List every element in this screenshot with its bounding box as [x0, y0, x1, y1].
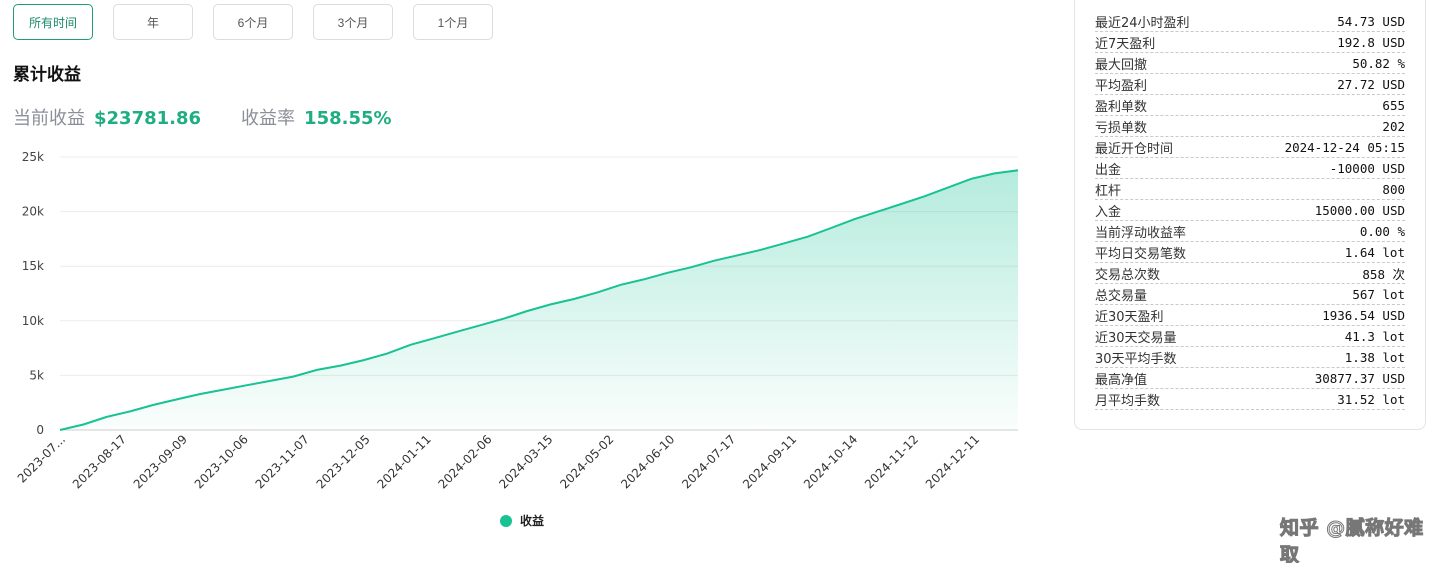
stat-value: 30877.37 USD	[1314, 370, 1405, 386]
stat-row: 出金 -10000 USD	[1095, 158, 1405, 179]
tab-all-time[interactable]: 所有时间	[13, 4, 93, 40]
stat-label: 近30天盈利	[1095, 309, 1164, 325]
stat-row: 最大回撤 50.82 %	[1095, 53, 1405, 74]
current-profit-label: 当前收益	[13, 108, 85, 129]
stat-label: 近7天盈利	[1095, 36, 1156, 52]
stat-label: 交易总次数	[1095, 267, 1161, 283]
stat-value: 858 次	[1362, 266, 1405, 282]
x-tick-label: 2023-11-07	[253, 432, 312, 491]
stat-value: 192.8 USD	[1337, 34, 1405, 50]
stat-row: 最近开仓时间 2024-12-24 05:15	[1095, 137, 1405, 158]
stat-row: 杠杆 800	[1095, 179, 1405, 200]
time-range-tabs: 所有时间 年 6个月 3个月 1个月	[13, 4, 493, 40]
tab-3-months[interactable]: 3个月	[313, 4, 393, 40]
stat-label: 亏损单数	[1095, 120, 1148, 136]
stat-row: 近7天盈利 192.8 USD	[1095, 32, 1405, 53]
stat-row: 盈利单数 655	[1095, 95, 1405, 116]
current-profit-value: $23781.86	[94, 108, 202, 129]
x-tick-label: 2024-11-12	[862, 432, 921, 491]
stat-value: 800	[1382, 181, 1405, 197]
stat-row: 近30天盈利 1936.54 USD	[1095, 305, 1405, 326]
stat-label: 杠杆	[1095, 183, 1122, 199]
stat-label: 出金	[1095, 162, 1122, 178]
stat-label: 月平均手数	[1095, 393, 1161, 409]
x-tick-label: 2023-07...	[15, 432, 68, 485]
stat-row: 30天平均手数 1.38 lot	[1095, 347, 1405, 368]
y-tick-label: 20k	[22, 205, 44, 219]
y-tick-label: 5k	[29, 368, 44, 382]
x-tick-label: 2024-07-17	[679, 432, 738, 491]
stat-label: 近30天交易量	[1095, 330, 1177, 346]
x-tick-label: 2024-01-11	[375, 432, 434, 491]
x-tick-label: 2024-03-15	[496, 432, 555, 491]
stat-value: 202	[1382, 118, 1405, 134]
stats-panel: 最近24小时盈利 54.73 USD 近7天盈利 192.8 USD 最大回撤 50.82…	[1074, 0, 1426, 430]
legend-label: 收益	[520, 514, 545, 528]
zhihu-watermark: 知乎 @腻称好难取	[1280, 517, 1424, 563]
x-tick-label: 2023-08-17	[70, 432, 129, 491]
stat-row: 总交易量 567 lot	[1095, 284, 1405, 305]
stat-value: 0.00 %	[1359, 223, 1405, 239]
stat-value: 41.3 lot	[1344, 328, 1405, 344]
stat-row: 交易总次数 858 次	[1095, 263, 1405, 284]
stat-row: 当前浮动收益率 0.00 %	[1095, 221, 1405, 242]
legend-dot	[500, 514, 512, 527]
stat-value: 655	[1382, 97, 1405, 113]
stat-row: 近30天交易量 41.3 lot	[1095, 326, 1405, 347]
x-tick-label: 2024-09-11	[740, 432, 799, 491]
stat-label: 盈利单数	[1095, 99, 1148, 115]
x-tick-label: 2024-12-11	[923, 432, 982, 491]
stat-value: 54.73 USD	[1337, 13, 1405, 29]
stat-label: 当前浮动收益率	[1095, 225, 1187, 241]
chart-legend[interactable]: 收益	[500, 512, 544, 529]
x-tick-label: 2024-06-10	[618, 432, 677, 491]
stat-value: 2024-12-24 05:15	[1284, 139, 1405, 155]
x-tick-label: 2023-09-09	[131, 432, 190, 491]
stat-value: 31.52 lot	[1337, 391, 1405, 407]
stat-label: 30天平均手数	[1095, 351, 1177, 367]
profit-summary: 当前收益 $23781.86 收益率 158.55%	[13, 104, 392, 130]
stat-label: 平均盈利	[1095, 78, 1148, 94]
profit-area	[60, 170, 1018, 431]
x-tick-label: 2024-05-02	[557, 432, 616, 491]
stat-row: 平均日交易笔数 1.64 lot	[1095, 242, 1405, 263]
tab-6-months[interactable]: 6个月	[213, 4, 293, 40]
stat-value: 1.38 lot	[1344, 349, 1405, 365]
y-tick-label: 15k	[22, 259, 44, 273]
return-rate-label: 收益率	[241, 108, 296, 129]
x-tick-label: 2024-10-14	[801, 432, 860, 491]
x-tick-label: 2023-10-06	[192, 432, 251, 491]
y-tick-label: 0	[36, 423, 44, 437]
stat-row: 平均盈利 27.72 USD	[1095, 74, 1405, 95]
stat-label: 最高净值	[1095, 372, 1148, 388]
stat-row: 入金 15000.00 USD	[1095, 200, 1405, 221]
stat-value: 27.72 USD	[1337, 76, 1405, 92]
x-tick-label: 2023-12-05	[314, 432, 373, 491]
stat-value: 15000.00 USD	[1314, 202, 1405, 218]
profit-line	[59, 169, 1019, 431]
x-tick-label: 2024-02-06	[435, 432, 494, 491]
stat-label: 入金	[1095, 204, 1122, 220]
stat-label: 最近24小时盈利	[1095, 15, 1190, 31]
stat-row: 亏损单数 202	[1095, 116, 1405, 137]
stat-value: -10000 USD	[1329, 160, 1405, 176]
return-rate-value: 158.55%	[304, 108, 392, 129]
tab-year[interactable]: 年	[113, 4, 193, 40]
y-tick-label: 25k	[22, 150, 44, 164]
stat-value: 50.82 %	[1352, 55, 1405, 71]
stat-value: 567 lot	[1352, 286, 1405, 302]
stat-value: 1936.54 USD	[1322, 307, 1405, 323]
section-title: 累计收益	[13, 65, 81, 85]
stat-row: 最近24小时盈利 54.73 USD	[1095, 11, 1405, 32]
stat-value: 1.64 lot	[1344, 244, 1405, 260]
stat-row: 最高净值 30877.37 USD	[1095, 368, 1405, 389]
stat-label: 总交易量	[1095, 288, 1148, 304]
tab-1-month[interactable]: 1个月	[413, 4, 493, 40]
stat-row: 月平均手数 31.52 lot	[1095, 389, 1405, 410]
y-tick-label: 10k	[22, 314, 44, 328]
stat-label: 最大回撤	[1095, 57, 1148, 73]
stat-label: 最近开仓时间	[1095, 141, 1174, 157]
stat-label: 平均日交易笔数	[1095, 246, 1187, 262]
